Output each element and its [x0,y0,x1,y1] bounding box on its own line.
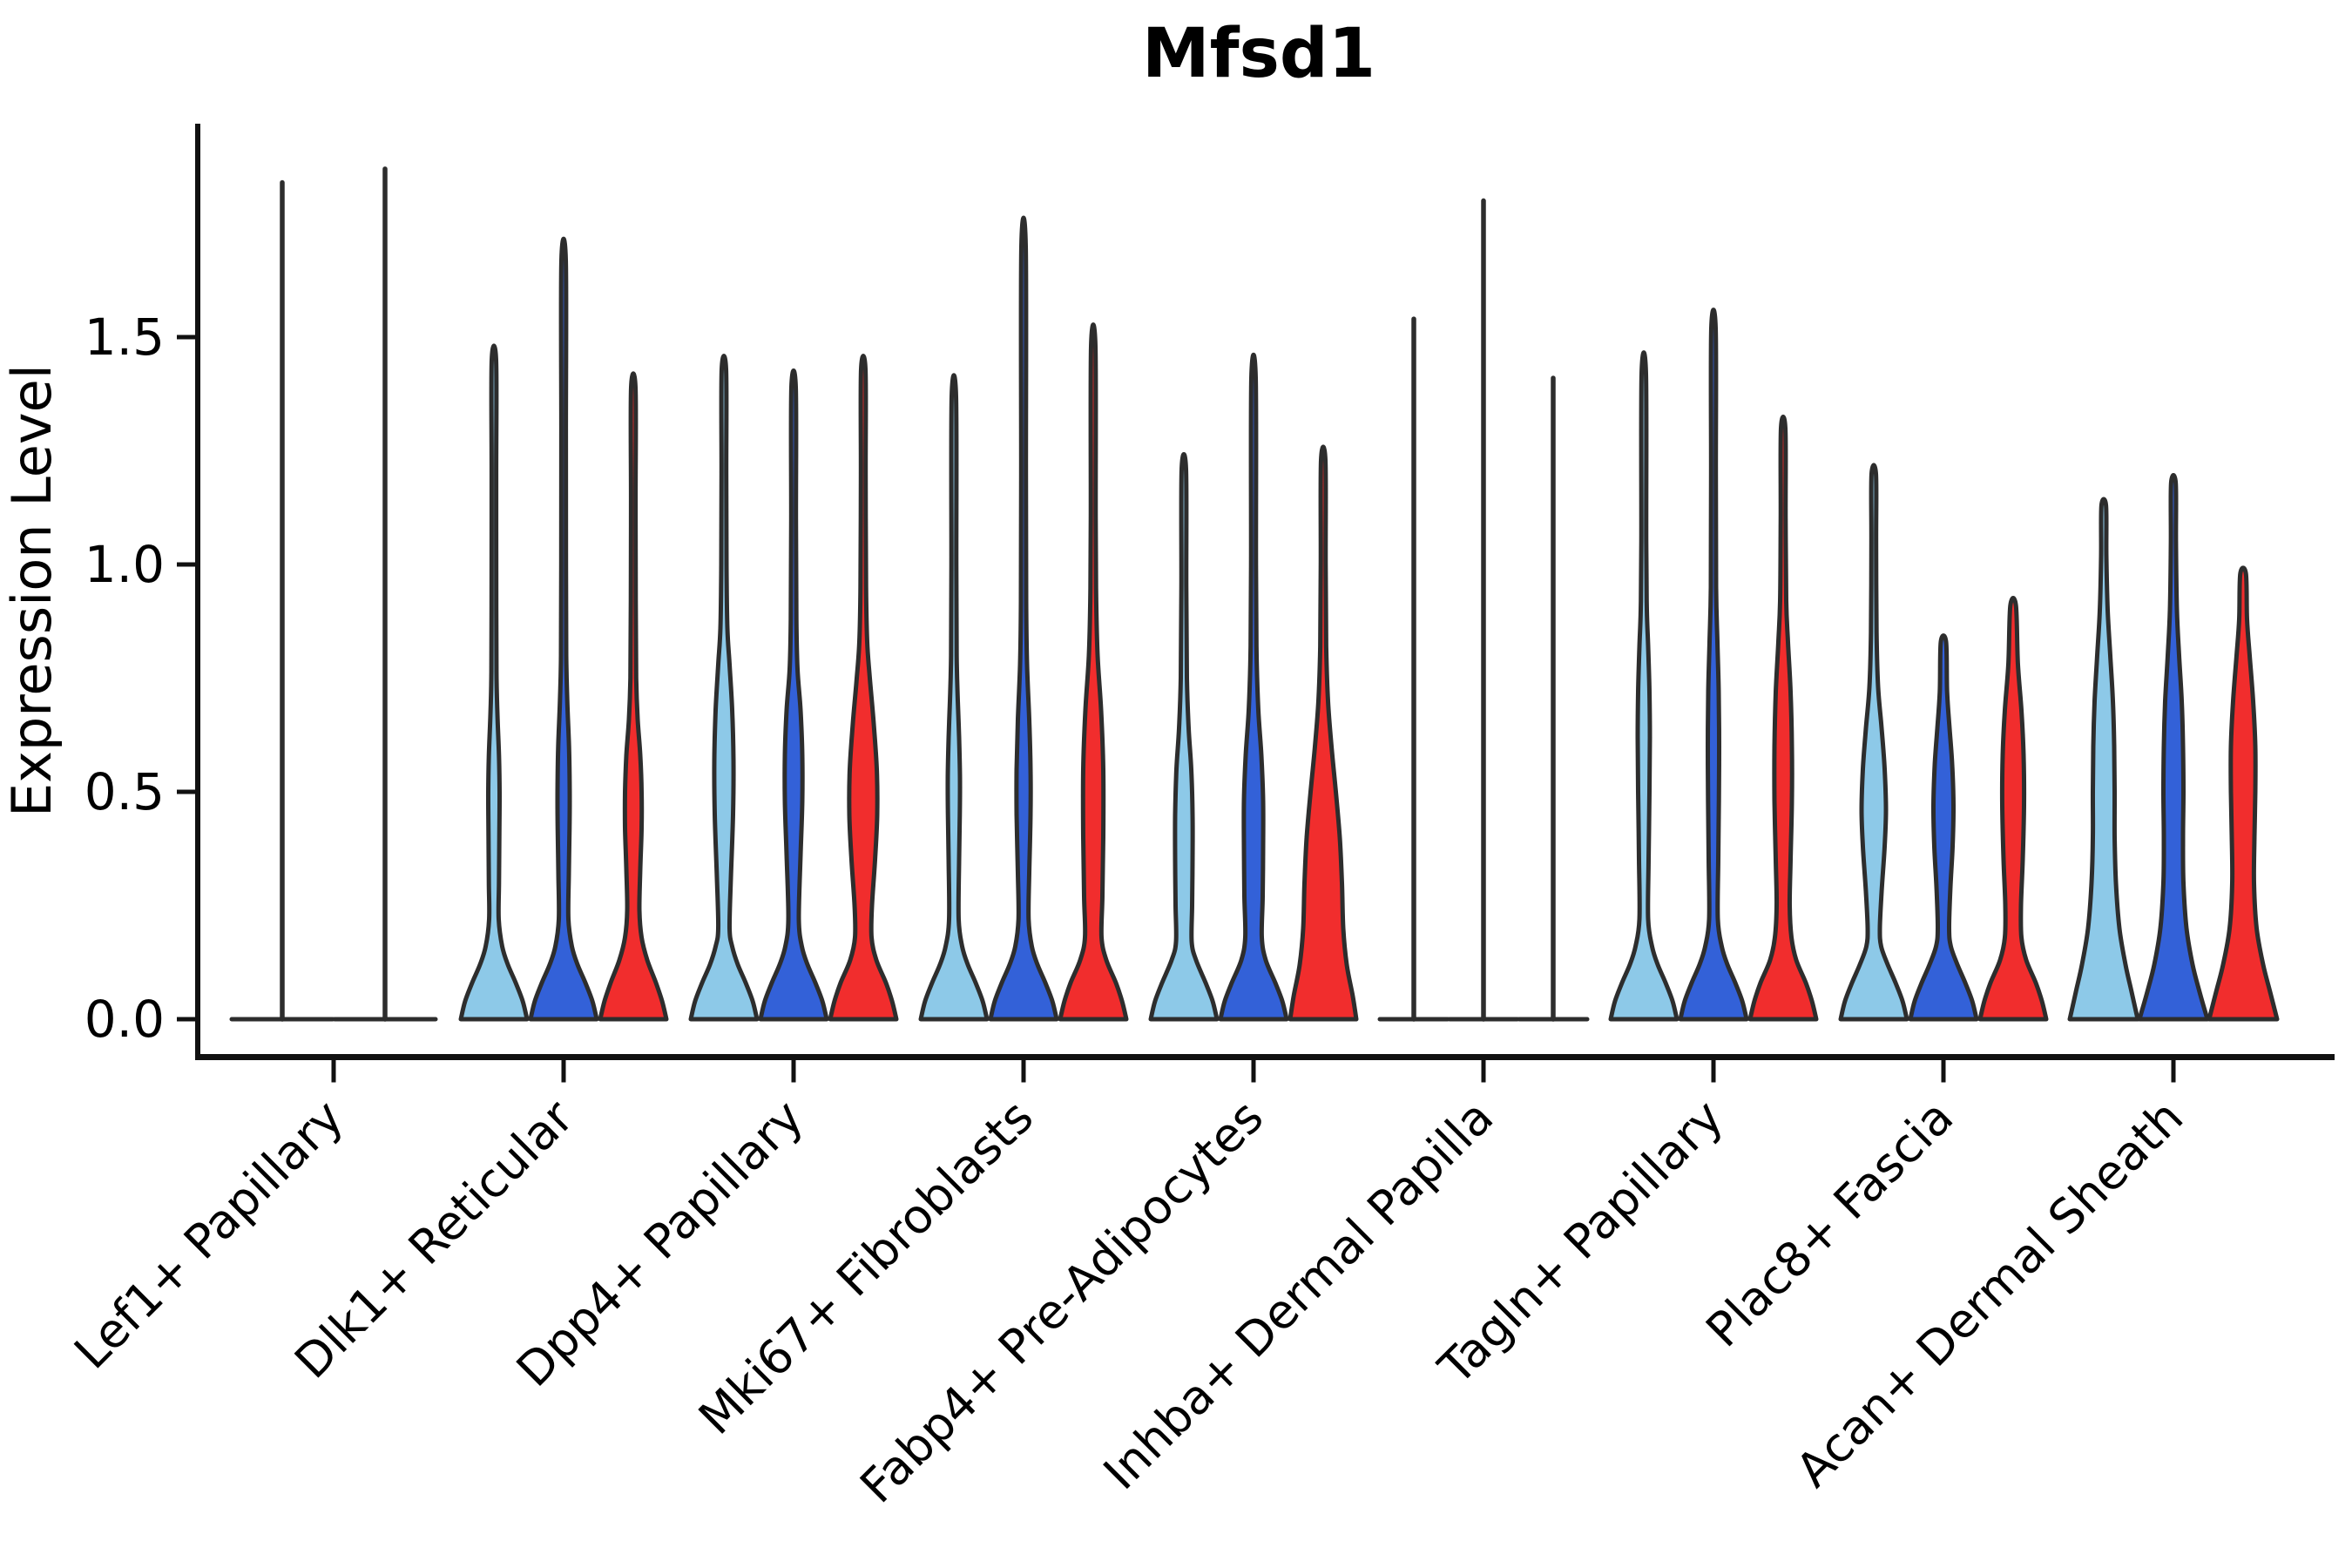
axes [177,124,2335,1083]
violin-1-0-light_blue [458,343,530,1022]
x-tick-label: Acan+ Dermal Sheath [1786,1090,2193,1497]
violin-7-2-red [1977,596,2049,1022]
violin-8-1-blue [2137,473,2210,1022]
y-tick-label: 0.0 [84,990,165,1049]
violin-8-2-red [2207,565,2280,1022]
violin-4-0-light_blue [1148,451,1220,1022]
violin-8-0-light_blue [2067,497,2140,1022]
y-tick-label: 1.5 [84,308,165,367]
x-tick-label: Fabp4+ Pre-Adipocytes [849,1090,1274,1514]
violin-4-2-red [1288,444,1359,1022]
violins-layer [229,166,2280,1022]
x-tick-label: Inhba+ Dermal Papilla [1093,1090,1504,1500]
violin-3-0-light_blue [918,373,990,1022]
x-tick-label: Plac8+ Fascia [1695,1090,1963,1358]
y-tick-label: 1.0 [84,535,165,594]
violin-6-1-blue [1678,308,1749,1022]
y-axis-label: Expression Level [0,364,64,817]
plot-title: Mfsd1 [1142,15,1375,93]
violin-2-0-light_blue [688,354,760,1022]
violin-1-2-red [598,371,669,1022]
violin-3-2-red [1058,322,1129,1022]
violin-3-1-blue [988,215,1059,1022]
violin-4-1-blue [1218,353,1289,1022]
violin-6-0-light_blue [1608,350,1680,1022]
violin-1-1-blue [528,236,599,1022]
violin-7-1-blue [1908,633,1979,1022]
y-tick-label: 0.5 [84,762,165,821]
violin-2-2-red [828,354,899,1022]
violin-7-0-light_blue [1838,463,1909,1022]
violin-6-2-red [1747,414,1819,1022]
violin-2-1-blue [758,368,829,1022]
